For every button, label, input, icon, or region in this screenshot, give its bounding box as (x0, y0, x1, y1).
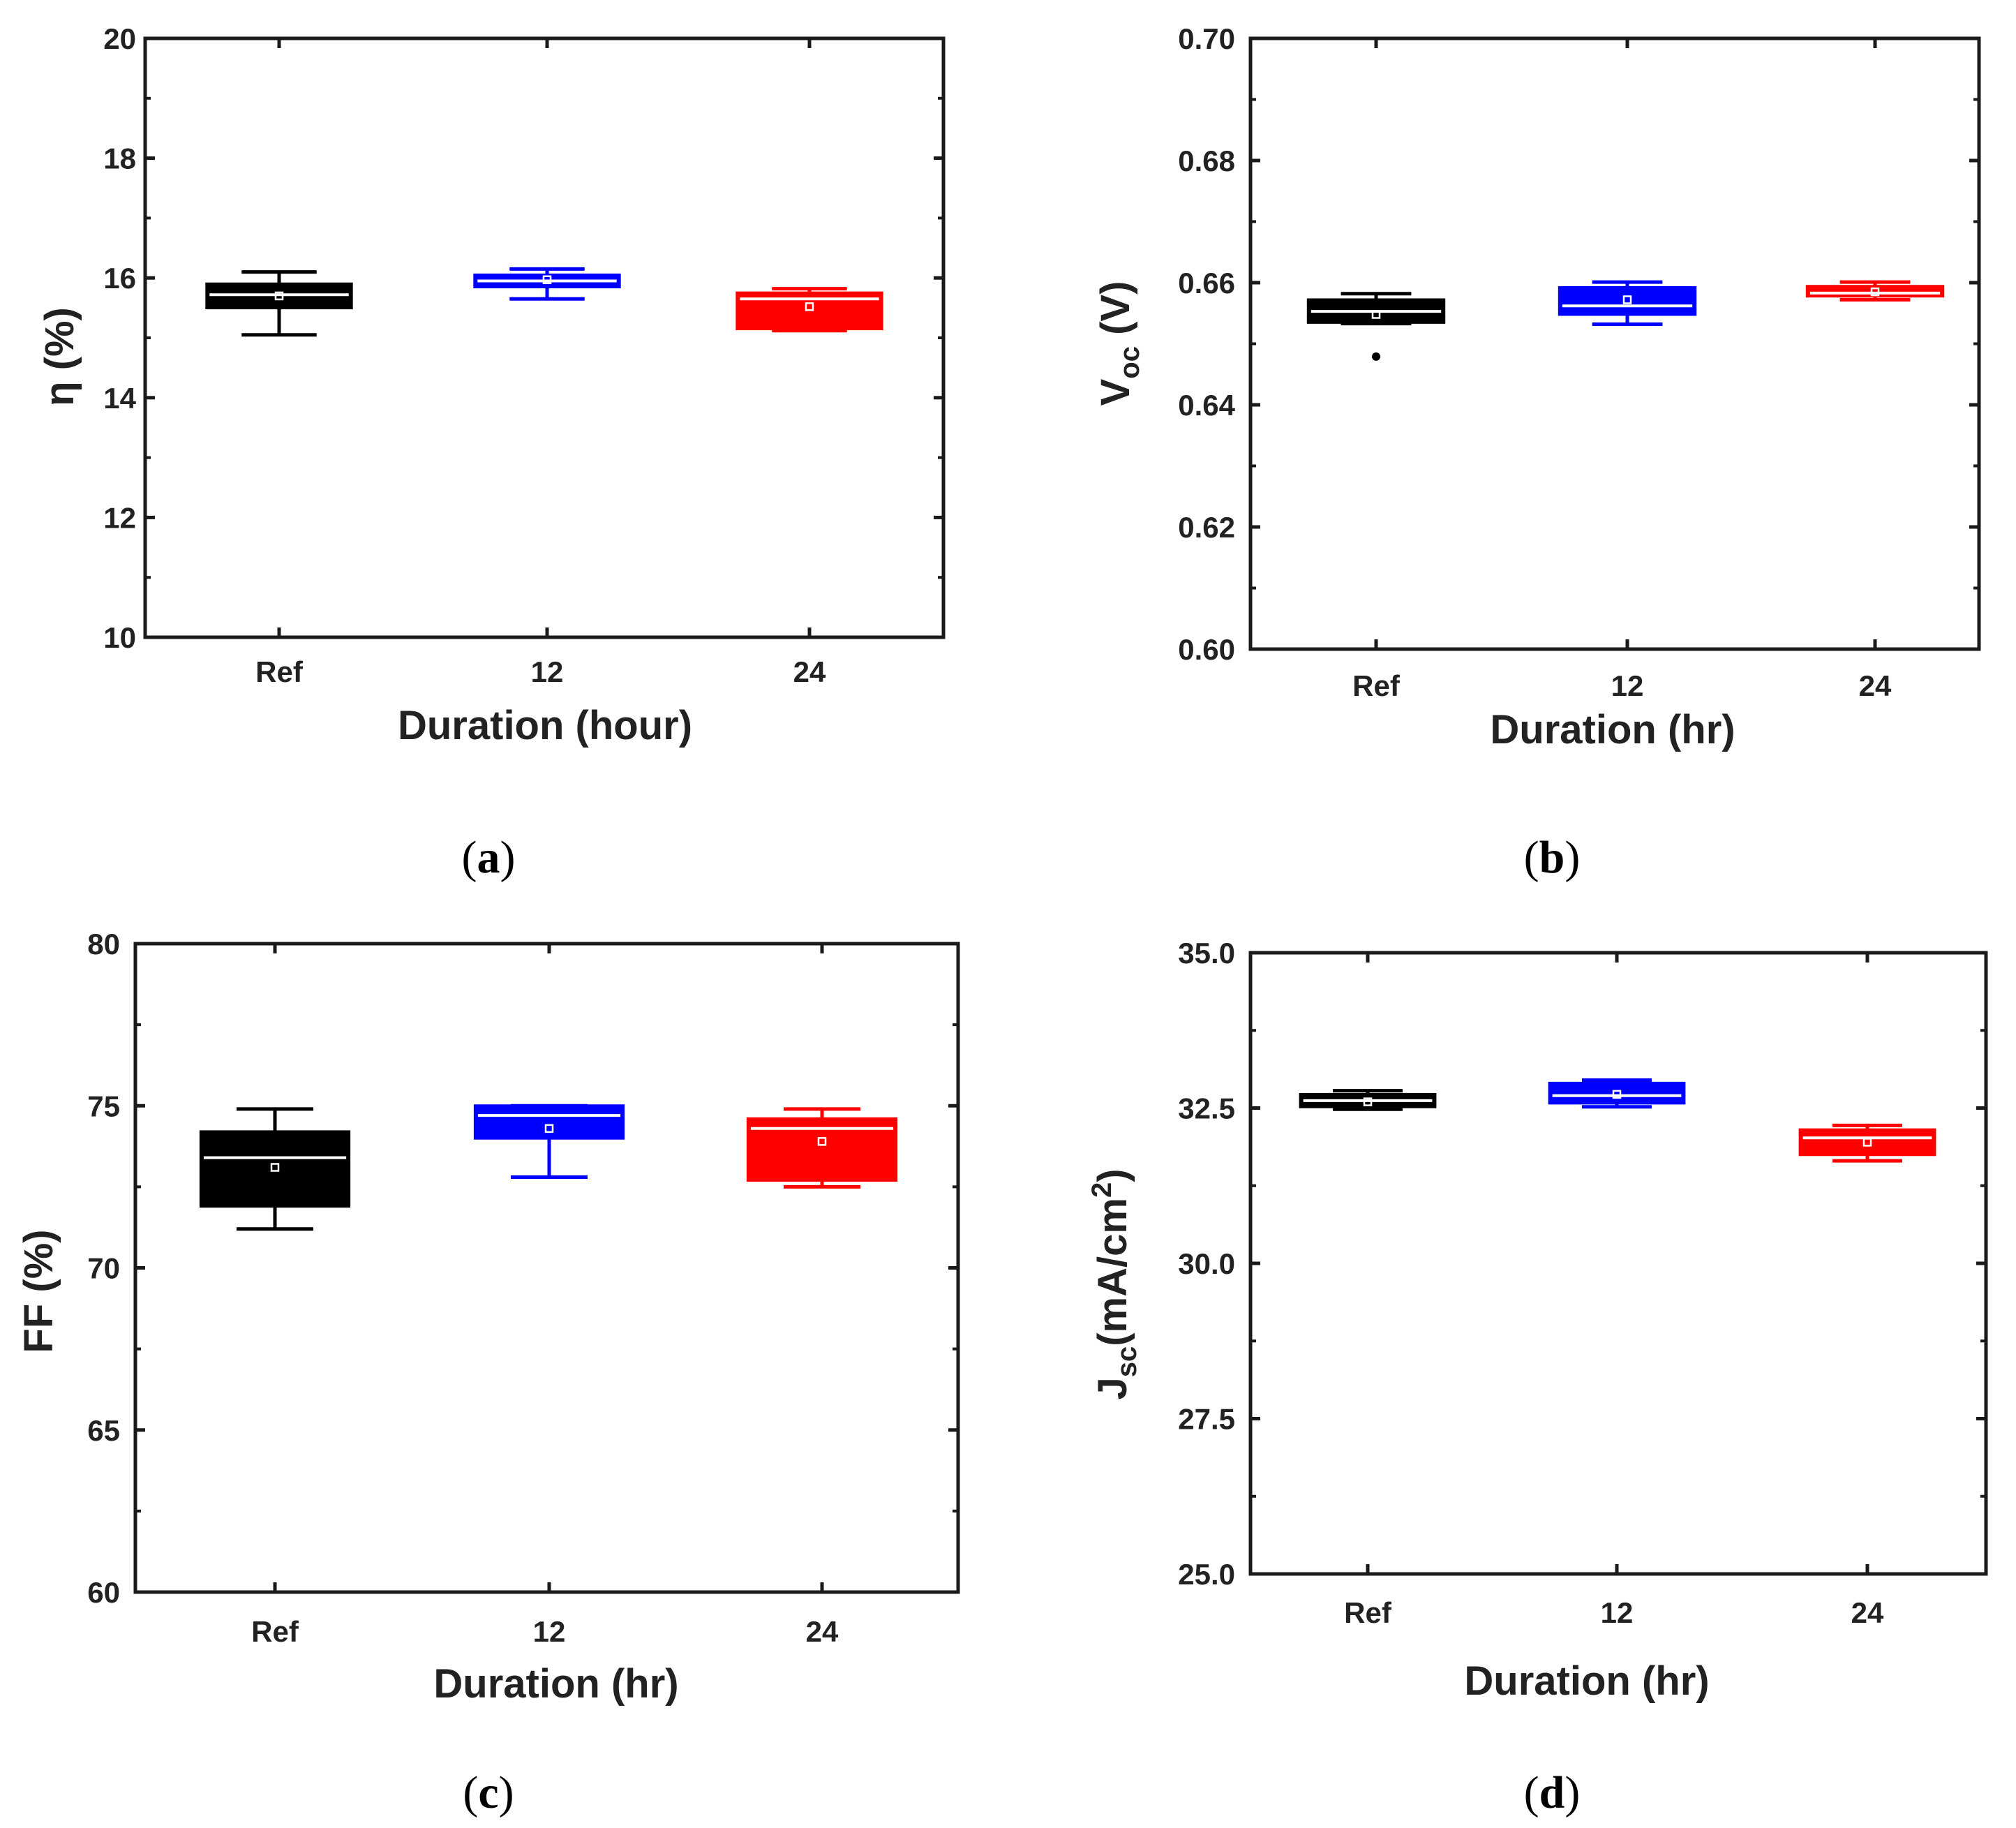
panel-a: 10 12 14 16 18 20 Ref 12 24 η (%) Duration (hour… (37, 22, 946, 883)
panel-b-xlabel: Duration (hr) (1490, 707, 1735, 752)
panel-c: 60 65 70 75 80 Ref 12 24 FF (%) Duration (hr) (… (16, 928, 960, 1818)
panel-b-label: (b) (1524, 832, 1581, 883)
panel-b-ytick-label-1: 0.62 (1178, 511, 1235, 544)
panel-d-plot-frame (1248, 951, 1988, 1576)
panel-d-ylabel-sub: sc (1112, 1346, 1142, 1378)
panel-b-xtick-label-0: Ref (1352, 669, 1401, 702)
panel-a-xtick-label-1: 12 (531, 655, 564, 688)
panel-c-label-letter: c (478, 1767, 498, 1818)
panel-b-ylabel-main: V (1093, 378, 1138, 406)
panel-d-box-2 (1798, 1128, 1936, 1157)
panel-c-ytick-label-3: 75 (87, 1090, 120, 1122)
panel-c-ytick-label-1: 65 (87, 1414, 120, 1447)
panel-c-xtick-label-2: 24 (806, 1615, 839, 1648)
panel-d-ylabel-end: ) (1090, 1168, 1135, 1182)
panel-a-xlabel: Duration (hour) (398, 703, 692, 748)
panel-d-ylabel-sup: 2 (1087, 1182, 1117, 1198)
panel-c-xlabel: Duration (hr) (433, 1661, 678, 1707)
panel-c-mean-0 (270, 1163, 280, 1172)
panel-b-ylabel: Voc (V) (1093, 281, 1145, 406)
panel-d-ytick-label-0: 25.0 (1178, 1558, 1235, 1591)
panel-a-ytick-label-4: 18 (103, 142, 136, 175)
panel-d-ytick-label-2: 30.0 (1178, 1247, 1235, 1280)
panel-a-xtick-label-0: Ref (255, 655, 304, 688)
panel-c-ytick-label-2: 70 (87, 1252, 120, 1285)
panel-b-xtick-label-1: 12 (1611, 669, 1644, 702)
panel-c-label: (c) (463, 1767, 514, 1818)
panel-a-mean-2 (805, 302, 814, 311)
panel-c-xtick-label-0: Ref (251, 1615, 299, 1648)
panel-b-ylabel-tail: (V) (1093, 281, 1138, 346)
panel-a-plot: 10 12 14 16 18 20 Ref 12 24 (103, 22, 946, 688)
panel-a-ytick-label-1: 12 (103, 501, 136, 534)
panel-c-box-0 (199, 1130, 351, 1208)
panel-c-ytick-label-0: 60 (87, 1576, 120, 1609)
panel-b-outlier-0-0 (1372, 352, 1380, 361)
panel-a-xtick-label-2: 24 (793, 655, 826, 688)
panel-d-label: (d) (1524, 1767, 1581, 1818)
panel-c-xtick-label-1: 12 (533, 1615, 566, 1648)
panel-a-mean-0 (274, 291, 284, 301)
panel-a-ylabel: η (%) (37, 307, 82, 406)
panel-c-mean-2 (817, 1137, 827, 1146)
panel-d-xtick-label-1: 12 (1601, 1596, 1634, 1629)
panel-d-ylabel-main: J (1090, 1377, 1135, 1399)
panel-d-ytick-label-3: 32.5 (1178, 1092, 1235, 1125)
panel-b-box-1 (1558, 286, 1697, 316)
panel-b-ytick-label-3: 0.66 (1178, 267, 1235, 299)
panel-d-ylabel: Jsc(mA/cm2) (1087, 1168, 1142, 1399)
panel-b-label-letter: b (1539, 832, 1565, 883)
panel-d-ytick-label-4: 35.0 (1178, 937, 1235, 969)
panel-d-xtick-label-2: 24 (1851, 1596, 1884, 1629)
panel-a-label-letter: a (477, 832, 500, 883)
panel-c-ytick-label-4: 80 (87, 928, 120, 960)
panel-d-label-letter: d (1539, 1767, 1565, 1818)
panel-b-ytick-label-4: 0.68 (1178, 144, 1235, 177)
panel-b-xtick-label-2: 24 (1859, 669, 1892, 702)
panel-d-mean-0 (1363, 1097, 1373, 1106)
panel-a-ytick-label-5: 20 (103, 22, 136, 55)
panel-d-mean-1 (1612, 1090, 1622, 1099)
panel-d-ytick-label-1: 27.5 (1178, 1403, 1235, 1436)
panel-d-plot: 25.0 27.5 30.0 32.5 35.0 Ref 12 24 (1178, 937, 1988, 1629)
panel-c-mean-1 (544, 1124, 554, 1134)
panel-b-plot-frame (1248, 36, 1981, 651)
panel-c-ylabel: FF (%) (16, 1229, 61, 1353)
panel-a-ytick-label-2: 14 (103, 382, 136, 415)
panel-a-ytick-label-3: 16 (103, 262, 136, 295)
panel-b-ylabel-sub: oc (1114, 346, 1145, 379)
panel-b-ytick-label-5: 0.70 (1178, 22, 1235, 55)
panel-d-mean-2 (1862, 1138, 1872, 1147)
panel-b-mean-2 (1870, 287, 1880, 297)
panel-d-box-1 (1548, 1081, 1686, 1105)
panel-c-plot: 60 65 70 75 80 Ref 12 24 (87, 928, 960, 1648)
panel-a-label: (a) (462, 832, 516, 883)
panel-a-plot-frame (143, 36, 946, 639)
panel-a-ytick-label-0: 10 (103, 621, 136, 654)
panel-d-ylabel-tail: (mA/cm (1090, 1198, 1135, 1346)
panel-c-box-1 (473, 1104, 625, 1140)
panel-d-xtick-label-0: Ref (1344, 1596, 1392, 1629)
panel-b-mean-1 (1622, 295, 1632, 304)
panel-b-plot: 0.60 0.62 0.64 0.66 0.68 0.70 Ref 12 24 (1178, 22, 1981, 702)
panel-a-mean-1 (542, 275, 552, 285)
panel-b-ytick-label-2: 0.64 (1178, 389, 1235, 422)
panel-b-mean-0 (1371, 310, 1381, 319)
panel-b-ytick-label-0: 0.60 (1178, 633, 1235, 666)
panel-d-xlabel: Duration (hr) (1464, 1658, 1709, 1704)
panel-c-plot-frame (133, 942, 960, 1594)
